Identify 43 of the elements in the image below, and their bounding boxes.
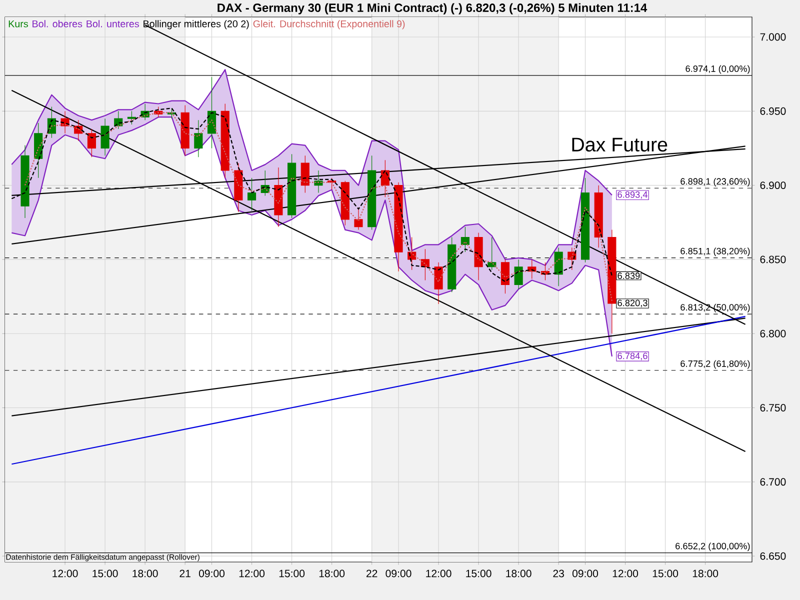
x-tick-label: 12:00 [52, 570, 78, 578]
data-label: 6.839 [618, 272, 640, 280]
ref-line-label: 6.898,1 (23,60%) [680, 178, 750, 186]
ref-line-label: 6.851,1 (38,20%) [680, 248, 750, 256]
x-tick-label: 09:00 [572, 570, 598, 578]
text: Bollinger mittleres (20 2) [144, 20, 249, 30]
text: 6.820,3 [618, 300, 648, 308]
y-tick-label: 7.000 [760, 33, 786, 41]
chart-title: DAX - Germany 30 (EUR 1 Mini Contract) (-) 6.820,3 (-0,26%) 5 Minuten 11:14 [218, 3, 648, 14]
text: Kurs [8, 20, 28, 28]
y-tick-label: 6.900 [760, 182, 786, 190]
data-label: 6.784,6 [618, 352, 648, 360]
annotation: Dax Future [572, 138, 668, 152]
y-tick-label: 6.950 [760, 107, 786, 115]
x-tick-label: 15:00 [652, 570, 678, 578]
x-tick-label: 18:00 [319, 570, 345, 578]
x-tick-label: 23 [553, 570, 564, 578]
text: Bol. oberes [32, 20, 82, 28]
x-tick-label: 12:00 [239, 570, 265, 578]
ref-line-label: 6.974,1 (0,00%) [686, 65, 750, 74]
ref-line-label: 6.652,2 (100,00%) [676, 542, 750, 552]
ref-line-label: 6.813,2 (50,00%) [680, 304, 750, 312]
y-tick-label: 6.750 [760, 404, 786, 412]
x-tick-label: 21 [180, 570, 190, 578]
y-tick-label: 6.650 [760, 552, 786, 560]
x-tick-label: 22 [366, 570, 378, 578]
x-tick-label: 12:00 [426, 570, 452, 578]
x-tick-label: 18:00 [132, 570, 158, 578]
x-tick-label: 12:00 [612, 570, 638, 578]
text: Gleit. Durchschnitt (Exponentiell 9) [253, 20, 405, 30]
x-tick-label: 15:00 [466, 570, 492, 578]
y-tick-label: 6.850 [760, 256, 786, 264]
x-tick-label: 18:00 [506, 570, 532, 578]
x-tick-label: 09:00 [198, 570, 225, 578]
x-tick-label: 09:00 [386, 570, 412, 578]
ref-line-label: 6.775,2 (61,80%) [680, 360, 750, 369]
data-label: 6.893,4 [618, 191, 648, 199]
text: Bol. unteres [86, 20, 139, 28]
y-tick-label: 6.800 [760, 330, 786, 338]
x-tick-label: 15:00 [92, 570, 118, 578]
x-tick-label: 18:00 [692, 570, 718, 578]
y-tick-label: 6.700 [760, 478, 786, 486]
x-tick-label: 15:00 [279, 570, 305, 578]
